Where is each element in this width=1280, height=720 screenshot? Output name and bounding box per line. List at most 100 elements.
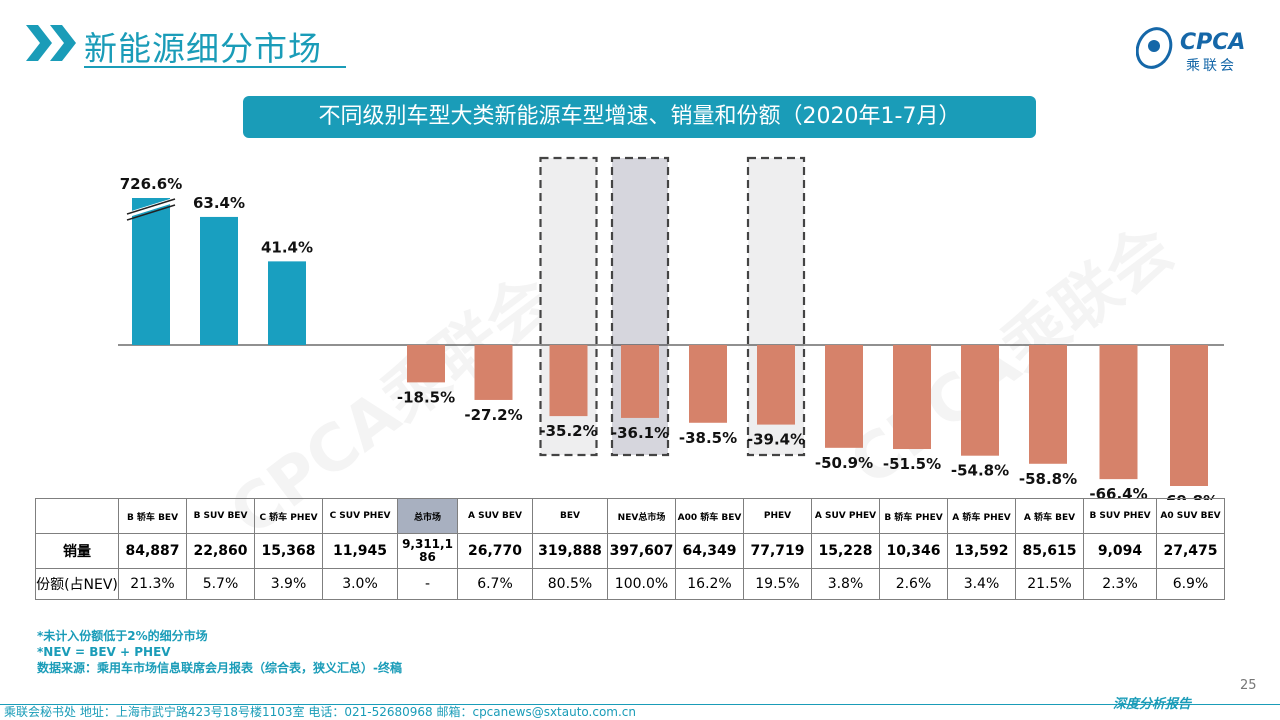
- sales-cell: 15,228: [811, 533, 880, 569]
- sales-cell: 10,346: [879, 533, 948, 569]
- column-header: A SUV PHEV: [811, 498, 880, 534]
- sales-cell: 397,607: [607, 533, 676, 569]
- sales-cell: 84,887: [118, 533, 187, 569]
- column-header: A00 轿车 BEV: [675, 498, 744, 534]
- footer-report-label: 深度分析报告: [1113, 697, 1192, 712]
- notes: *未计入份额低于2%的细分市场 *NEV = BEV + PHEV 数据来源：乘…: [37, 628, 402, 676]
- column-header: A0 SUV BEV: [1156, 498, 1225, 534]
- bar: [961, 345, 999, 456]
- bar: [893, 345, 931, 450]
- bar: [549, 345, 588, 417]
- column-header: C 轿车 PHEV: [254, 498, 323, 534]
- footer-divider: [0, 704, 1280, 705]
- bar: [621, 345, 659, 418]
- bar: [200, 216, 238, 345]
- share-cell: 3.0%: [322, 568, 398, 600]
- data-label: 726.6%: [120, 175, 182, 193]
- data-label: -35.2%: [539, 422, 597, 440]
- share-cell: 21.3%: [118, 568, 187, 600]
- note-line: 数据来源：乘用车市场信息联席会月报表（综合表，狭义汇总）-终稿: [37, 661, 402, 675]
- share-cell: 5.7%: [186, 568, 255, 600]
- data-label: -39.4%: [747, 431, 805, 449]
- column-header: A SUV BEV: [457, 498, 533, 534]
- sales-cell: 64,349: [675, 533, 744, 569]
- data-label: -38.5%: [679, 429, 737, 447]
- data-label: -54.8%: [951, 462, 1009, 480]
- bar: [689, 345, 727, 423]
- data-label: -51.5%: [883, 455, 941, 473]
- sales-cell: 13,592: [947, 533, 1016, 569]
- bar: [757, 345, 795, 425]
- table-header-row: B 轿车 BEV B SUV BEV C 轿车 PHEV C SUV PHEV 总市场 A…: [35, 498, 1225, 534]
- note-line: *NEV = BEV + PHEV: [37, 645, 171, 659]
- column-header: PHEV: [743, 498, 812, 534]
- chevron-icon: [26, 25, 76, 61]
- share-cell: 80.5%: [532, 568, 608, 600]
- footer-text: 乘联会秘书处 地址：上海市武宁路423号18号楼1103室 电话：021-526…: [4, 705, 637, 719]
- data-label: -58.8%: [1019, 470, 1077, 488]
- share-cell: 2.3%: [1083, 568, 1157, 600]
- chart-banner: 不同级别车型大类新能源车型增速、销量和份额（2020年1-7月）: [243, 96, 1036, 138]
- data-label: -18.5%: [397, 388, 455, 406]
- column-header: B SUV BEV: [186, 498, 255, 534]
- data-label: -36.1%: [611, 424, 669, 442]
- sales-cell: 11,945: [322, 533, 398, 569]
- row-label: 销量: [35, 533, 119, 569]
- column-header: B SUV PHEV: [1083, 498, 1157, 534]
- data-label: -69.8%: [1160, 492, 1218, 500]
- sales-cell: 77,719: [743, 533, 812, 569]
- column-header: BEV: [532, 498, 608, 534]
- title-underline: [84, 66, 346, 68]
- share-cell: 6.7%: [457, 568, 533, 600]
- data-label: 63.4%: [193, 194, 245, 212]
- share-cell: 100.0%: [607, 568, 676, 600]
- sales-cell: 319,888: [532, 533, 608, 569]
- share-cell: 19.5%: [743, 568, 812, 600]
- bar: [1099, 345, 1138, 480]
- column-header: NEV总市场: [607, 498, 676, 534]
- column-header: 总市场: [397, 498, 458, 534]
- bar: [1029, 345, 1067, 464]
- sales-cell: 9,094: [1083, 533, 1157, 569]
- sales-cell: 22,860: [186, 533, 255, 569]
- sales-cell: 9,311,186: [397, 533, 458, 569]
- bar: [1170, 345, 1208, 486]
- table-row-sales: 销量 84,887 22,860 15,368 11,945 9,311,186 26,77…: [35, 533, 1225, 569]
- column-header: C SUV PHEV: [322, 498, 398, 534]
- share-cell: 3.8%: [811, 568, 880, 600]
- growth-bar-chart: 726.6% 63.4% 41.4% -18.5% -27.2% -35.2% -36.1%…: [118, 156, 1224, 500]
- bar: [407, 345, 445, 383]
- column-header: B 轿车 BEV: [118, 498, 187, 534]
- axis-break: [126, 204, 176, 221]
- data-label: -50.9%: [815, 454, 873, 472]
- cpca-logo: [1136, 27, 1173, 69]
- data-label: 41.4%: [261, 238, 313, 256]
- data-label: -27.2%: [464, 406, 522, 424]
- row-label: 份额(占NEV): [35, 568, 119, 600]
- sales-cell: 27,475: [1156, 533, 1225, 569]
- share-cell: 6.9%: [1156, 568, 1225, 600]
- bar: [268, 261, 306, 345]
- share-cell: 21.5%: [1015, 568, 1084, 600]
- share-cell: 3.4%: [947, 568, 1016, 600]
- data-table: B 轿车 BEV B SUV BEV C 轿车 PHEV C SUV PHEV 总市场 A…: [35, 498, 1225, 600]
- sales-cell: 26,770: [457, 533, 533, 569]
- logo-text: CPCA: [1180, 30, 1246, 55]
- column-header: B 轿车 PHEV: [879, 498, 948, 534]
- axis-break: [126, 197, 176, 218]
- note-line: *未计入份额低于2%的细分市场: [37, 629, 208, 643]
- sales-cell: 15,368: [254, 533, 323, 569]
- share-cell: 2.6%: [879, 568, 948, 600]
- share-cell: -: [397, 568, 458, 600]
- data-label: -66.4%: [1089, 485, 1147, 500]
- page-title: 新能源细分市场: [84, 29, 322, 68]
- bar: [474, 345, 513, 400]
- column-header: A 轿车 BEV: [1015, 498, 1084, 534]
- share-cell: 3.9%: [254, 568, 323, 600]
- sales-cell: 85,615: [1015, 533, 1084, 569]
- page-number: 25: [1240, 678, 1257, 693]
- logo-chinese: 乘联会: [1186, 58, 1237, 74]
- table-row-share: 份额(占NEV) 21.3% 5.7% 3.9% 3.0% -6.7% 80.5% 100.0…: [35, 568, 1225, 600]
- share-cell: 16.2%: [675, 568, 744, 600]
- column-header: A 轿车 PHEV: [947, 498, 1016, 534]
